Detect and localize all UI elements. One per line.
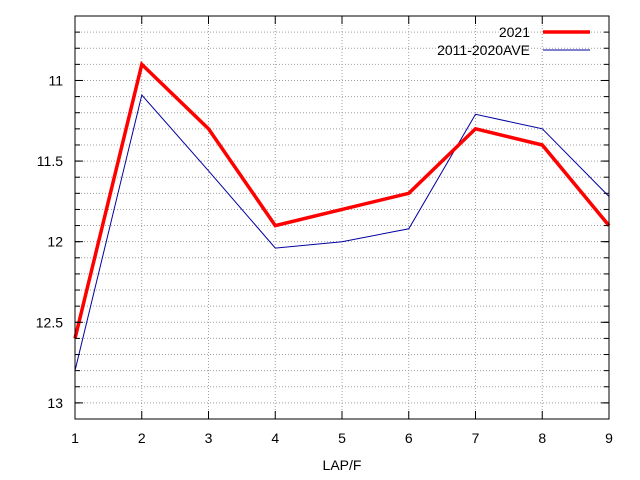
x-tick-label: 9 — [605, 430, 613, 446]
grid — [75, 16, 609, 419]
x-tick-label: 3 — [205, 430, 213, 446]
x-tick-label: 4 — [271, 430, 279, 446]
y-tick-label: 12.5 — [36, 314, 63, 330]
x-tick-label: 6 — [405, 430, 413, 446]
x-tick-label: 7 — [472, 430, 480, 446]
series-lines — [73, 61, 611, 371]
x-tick-label: 1 — [71, 430, 79, 446]
y-tick-label: 11.5 — [37, 153, 63, 169]
x-tick-label: 5 — [338, 430, 346, 446]
legend: 2021 2011-2020AVE — [437, 24, 590, 58]
y-tick-label: 12 — [47, 234, 63, 250]
y-tick-label: 13 — [47, 395, 63, 411]
x-tick-label: 8 — [538, 430, 546, 446]
series-line-1 — [74, 93, 610, 371]
x-axis-label: LAP/F — [323, 457, 362, 473]
y-tick-label: 11 — [48, 72, 63, 88]
x-tick-label: 2 — [138, 430, 146, 446]
series-line-0 — [73, 61, 611, 339]
legend-label: 2011-2020AVE — [437, 42, 530, 58]
legend-label: 2021 — [499, 24, 530, 40]
